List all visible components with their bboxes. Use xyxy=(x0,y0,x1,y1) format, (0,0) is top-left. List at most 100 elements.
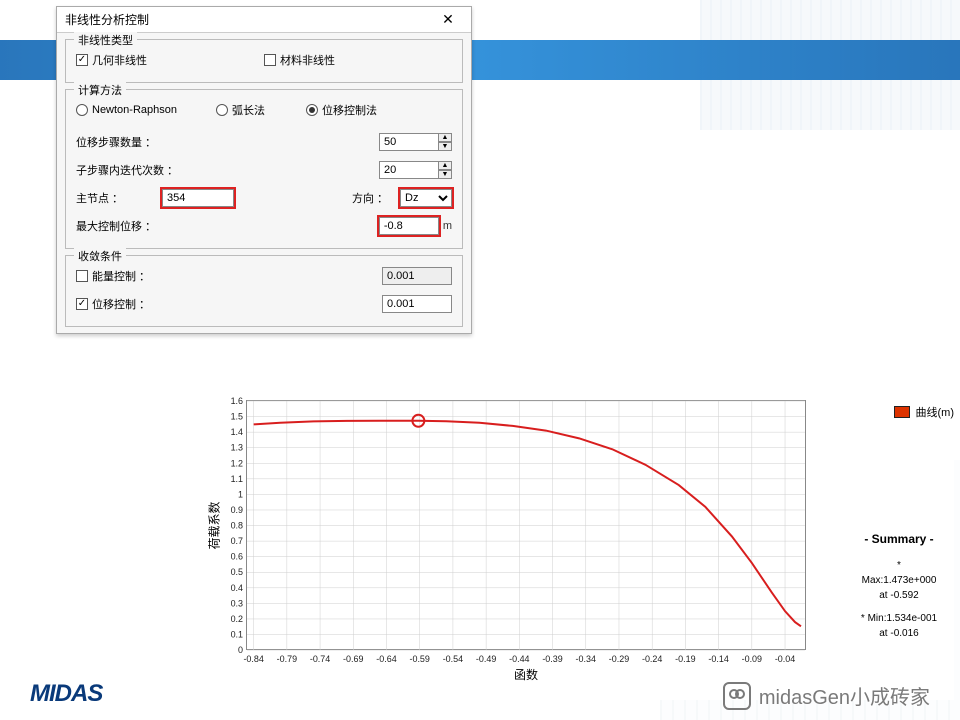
svg-text:0.8: 0.8 xyxy=(231,521,243,531)
energy-value xyxy=(382,267,452,285)
midas-logo: MMIDASIDAS xyxy=(30,680,102,708)
dialog-title: 非线性分析控制 xyxy=(65,11,149,28)
subiter-stepper[interactable]: ▲▼ xyxy=(379,161,452,179)
checkbox-icon xyxy=(264,54,276,66)
steps-input[interactable] xyxy=(379,133,439,151)
spin-down-icon[interactable]: ▼ xyxy=(438,142,452,151)
svg-text:1: 1 xyxy=(238,489,243,499)
checkbox-geometric[interactable]: ✓ 几何非线性 xyxy=(76,52,264,68)
radio-label: Newton-Raphson xyxy=(92,104,177,116)
checkbox-label: 位移控制 ： xyxy=(92,296,150,312)
svg-text:1.2: 1.2 xyxy=(231,458,243,468)
checkbox-icon: ✓ xyxy=(76,298,88,310)
radio-icon xyxy=(216,104,228,116)
spin-down-icon[interactable]: ▼ xyxy=(438,170,452,179)
svg-text:-0.19: -0.19 xyxy=(675,654,695,664)
direction-label: 方向 ： xyxy=(352,190,400,206)
nonlinear-analysis-dialog: 非线性分析控制 ✕ 非线性类型 ✓ 几何非线性 材料非线性 计算方法 Newto… xyxy=(56,6,472,334)
watermark-text: midasGen小成砖家 xyxy=(759,681,930,710)
spin-up-icon[interactable]: ▲ xyxy=(438,133,452,142)
checkbox-disp-conv[interactable]: ✓ 位移控制 ： xyxy=(76,296,382,312)
radio-newton[interactable]: Newton-Raphson xyxy=(76,104,216,116)
chart-area: 荷载系数 00.10.20.30.40.50.60.70.80.911.11.2… xyxy=(206,400,954,700)
checkbox-label: 几何非线性 xyxy=(92,52,147,68)
radio-label: 位移控制法 xyxy=(322,102,377,118)
radio-arc[interactable]: 弧长法 xyxy=(216,102,306,118)
subiter-input[interactable] xyxy=(379,161,439,179)
checkbox-icon: ✓ xyxy=(76,54,88,66)
group-method: 计算方法 Newton-Raphson 弧长法 位移控制法 位移步骤数量 ： ▲… xyxy=(65,89,463,249)
steps-label: 位移步骤数量 ： xyxy=(76,134,379,150)
mainnode-label: 主节点 ： xyxy=(76,190,162,206)
svg-text:0.3: 0.3 xyxy=(231,598,243,608)
summary-max-at: at -0.592 xyxy=(844,588,954,603)
svg-text:-0.44: -0.44 xyxy=(509,654,529,664)
summary-star: * xyxy=(844,558,954,573)
load-displacement-chart: 00.10.20.30.40.50.60.70.80.911.11.21.31.… xyxy=(246,400,806,650)
dialog-titlebar[interactable]: 非线性分析控制 ✕ xyxy=(57,7,471,33)
disp-conv-value[interactable] xyxy=(382,295,452,313)
svg-text:-0.29: -0.29 xyxy=(609,654,629,664)
svg-text:1.5: 1.5 xyxy=(231,412,243,422)
svg-text:0.5: 0.5 xyxy=(231,567,243,577)
svg-text:0.1: 0.1 xyxy=(231,630,243,640)
checkbox-energy[interactable]: 能量控制 ： xyxy=(76,268,382,284)
close-icon[interactable]: ✕ xyxy=(433,11,463,28)
spin-up-icon[interactable]: ▲ xyxy=(438,161,452,170)
group-label: 非线性类型 xyxy=(74,32,137,48)
chart-svg: 00.10.20.30.40.50.60.70.80.911.11.21.31.… xyxy=(247,401,805,650)
svg-text:0.6: 0.6 xyxy=(231,552,243,562)
svg-text:-0.54: -0.54 xyxy=(443,654,463,664)
svg-text:-0.64: -0.64 xyxy=(376,654,396,664)
svg-text:-0.59: -0.59 xyxy=(409,654,429,664)
radio-icon xyxy=(306,104,318,116)
watermark: midasGen小成砖家 xyxy=(723,681,930,710)
summary-min-at: at -0.016 xyxy=(844,626,954,641)
checkbox-label: 材料非线性 xyxy=(280,52,335,68)
radio-displacement[interactable]: 位移控制法 xyxy=(306,102,377,118)
checkbox-material[interactable]: 材料非线性 xyxy=(264,52,452,68)
group-label: 计算方法 xyxy=(74,82,126,98)
direction-select[interactable]: Dz xyxy=(400,189,452,207)
chart-legend: 曲线(m) xyxy=(894,404,955,420)
svg-text:0.4: 0.4 xyxy=(231,583,243,593)
direction-dropdown[interactable]: Dz xyxy=(400,189,452,207)
legend-label: 曲线(m) xyxy=(916,404,955,420)
svg-text:0.9: 0.9 xyxy=(231,505,243,515)
wechat-icon xyxy=(723,682,751,710)
radio-icon xyxy=(76,104,88,116)
svg-text:1.1: 1.1 xyxy=(231,474,243,484)
checkbox-icon xyxy=(76,270,88,282)
svg-text:-0.09: -0.09 xyxy=(742,654,762,664)
summary-max: Max:1.473e+000 xyxy=(844,573,954,588)
maxdisp-unit: m xyxy=(443,220,452,232)
svg-text:0.7: 0.7 xyxy=(231,536,243,546)
svg-text:-0.79: -0.79 xyxy=(277,654,297,664)
svg-text:-0.84: -0.84 xyxy=(243,654,263,664)
maxdisp-input[interactable] xyxy=(379,217,439,235)
svg-text:1.4: 1.4 xyxy=(231,427,243,437)
subiter-label: 子步骤内迭代次数 ： xyxy=(76,162,379,178)
summary-min: * Min:1.534e-001 xyxy=(844,611,954,626)
svg-text:-0.24: -0.24 xyxy=(642,654,662,664)
svg-text:1.6: 1.6 xyxy=(231,396,243,406)
svg-text:1.3: 1.3 xyxy=(231,443,243,453)
svg-text:-0.49: -0.49 xyxy=(476,654,496,664)
mainnode-input[interactable] xyxy=(162,189,234,207)
svg-text:-0.14: -0.14 xyxy=(708,654,728,664)
radio-label: 弧长法 xyxy=(232,102,265,118)
svg-text:-0.39: -0.39 xyxy=(542,654,562,664)
group-convergence: 收敛条件 能量控制 ： ✓ 位移控制 ： xyxy=(65,255,463,327)
svg-text:0.2: 0.2 xyxy=(231,614,243,624)
svg-text:0: 0 xyxy=(238,645,243,655)
chart-ylabel: 荷载系数 xyxy=(206,400,222,650)
checkbox-label: 能量控制 ： xyxy=(92,268,150,284)
svg-text:-0.69: -0.69 xyxy=(343,654,363,664)
svg-text:-0.74: -0.74 xyxy=(310,654,330,664)
group-label: 收敛条件 xyxy=(74,248,126,264)
chart-summary: - Summary - * Max:1.473e+000 at -0.592 *… xyxy=(844,530,954,641)
svg-text:-0.34: -0.34 xyxy=(576,654,596,664)
svg-text:-0.04: -0.04 xyxy=(775,654,795,664)
legend-swatch xyxy=(894,406,910,418)
steps-stepper[interactable]: ▲▼ xyxy=(379,133,452,151)
